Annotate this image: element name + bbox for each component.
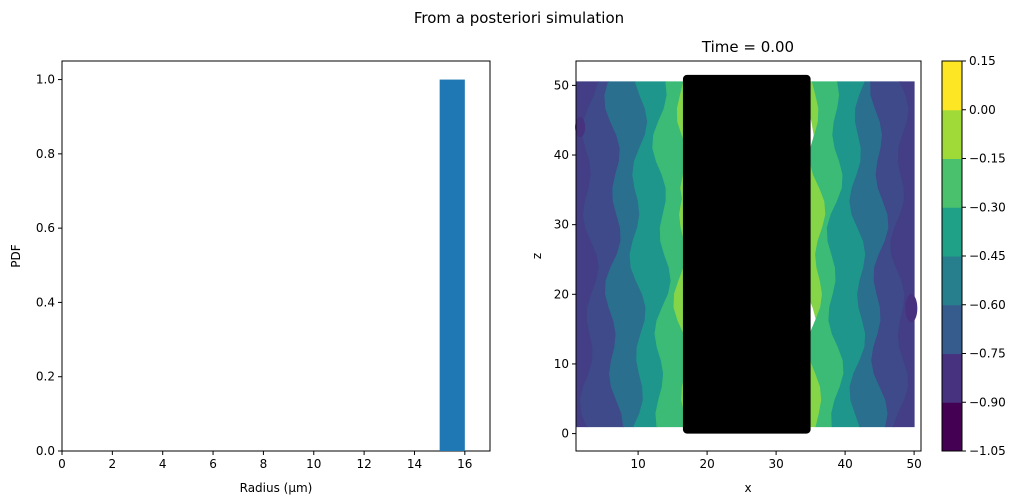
histogram-y-tick-label: 0.8: [36, 147, 55, 161]
contour-x-tick-label: 40: [837, 457, 852, 471]
contour-x-tick-label: 30: [768, 457, 783, 471]
histogram-x-tick-label: 10: [306, 457, 321, 471]
colorbar-segment: [942, 353, 962, 403]
colorbar-tick-label: −1.05: [969, 444, 1006, 458]
histogram-y-tick-label: 0.0: [36, 444, 55, 458]
contour-y-tick-label: 20: [554, 287, 569, 301]
contour-y-tick-label: 0: [561, 427, 569, 441]
colorbar-tick-label: −0.45: [969, 249, 1006, 263]
histogram-axes-frame: [61, 60, 491, 452]
histogram-y-tick-label: 1.0: [36, 73, 55, 87]
colorbar-tick-label: −0.90: [969, 395, 1006, 409]
histogram-y-tick-label: 0.6: [36, 221, 55, 235]
contour-x-tick-label: 20: [699, 457, 714, 471]
histogram-x-tick-label: 12: [356, 457, 371, 471]
colorbar: −1.05 −0.90 −0.75 −0.60 −0.45 −0.30 −0.15 0.00 0…: [941, 54, 1006, 458]
histogram-x-tick-label: 4: [159, 457, 167, 471]
colorbar-ticks: −1.05 −0.90 −0.75 −0.60 −0.45 −0.30 −0.15 0.00 0…: [962, 54, 1006, 458]
contour-title: Time = 0.00: [701, 38, 794, 56]
histogram-x-ticks: 0 2 4 6 8 10 12 14 16: [58, 451, 472, 471]
colorbar-tick-label: −0.30: [969, 200, 1006, 214]
colorbar-tick-label: −0.60: [969, 298, 1006, 312]
histogram-y-tick-label: 0.2: [36, 370, 55, 384]
contour-y-tick-label: 50: [554, 78, 569, 92]
contour-y-ticks: 0 10 20 30 40 50: [554, 78, 576, 441]
colorbar-segment: [942, 256, 962, 306]
contour-x-ticks: 10 20 30 40 50: [630, 451, 922, 471]
colorbar-segment: [942, 109, 962, 159]
contour-axes-frame: [575, 60, 922, 452]
histogram-y-ticks: 0.0 0.2 0.4 0.6 0.8 1.0: [36, 73, 62, 458]
contour-x-tick-label: 10: [630, 457, 645, 471]
histogram-y-label: PDF: [9, 244, 23, 267]
contour-x-label: x: [744, 481, 751, 495]
histogram-x-tick-label: 14: [407, 457, 422, 471]
colorbar-segments: [942, 61, 962, 452]
histogram-y-tick-label: 0.4: [36, 295, 55, 309]
contour-x-tick-label: 50: [906, 457, 921, 471]
histogram-x-label: Radius (μm): [240, 481, 313, 495]
particle-block: [682, 74, 811, 434]
contour-band: [575, 117, 586, 138]
histogram-x-tick-label: 6: [209, 457, 217, 471]
histogram-bars: [439, 79, 465, 452]
colorbar-segment: [942, 402, 962, 452]
figure-suptitle: From a posteriori simulation: [414, 9, 624, 27]
colorbar-segment: [942, 304, 962, 354]
histogram-chart: 0 2 4 6 8 10 12 14 16 0.0 0.2 0.4 0.6 0.8 1.0 Radius …: [9, 60, 491, 495]
histogram-x-tick-label: 16: [457, 457, 472, 471]
particle-block-body: [682, 74, 811, 434]
contour-band: [890, 81, 915, 428]
histogram-x-tick-label: 0: [58, 457, 66, 471]
colorbar-segment: [942, 158, 962, 208]
colorbar-tick-label: 0.15: [969, 54, 996, 68]
contour-y-tick-label: 40: [554, 148, 569, 162]
contour-y-tick-label: 10: [554, 357, 569, 371]
colorbar-segment: [942, 61, 962, 111]
colorbar-tick-label: 0.00: [969, 103, 996, 117]
contour-y-tick-label: 30: [554, 218, 569, 232]
colorbar-tick-label: −0.15: [969, 152, 1006, 166]
contour-band: [905, 294, 918, 323]
colorbar-segment: [942, 207, 962, 257]
contour-y-label: z: [530, 253, 544, 259]
contour-chart: Time = 0.00 10 20 30 40 50 0 10 20 30 40 50 x z: [530, 38, 922, 495]
histogram-x-tick-label: 2: [109, 457, 117, 471]
histogram-bar: [439, 79, 465, 452]
colorbar-tick-label: −0.75: [969, 347, 1006, 361]
histogram-x-tick-label: 8: [260, 457, 268, 471]
